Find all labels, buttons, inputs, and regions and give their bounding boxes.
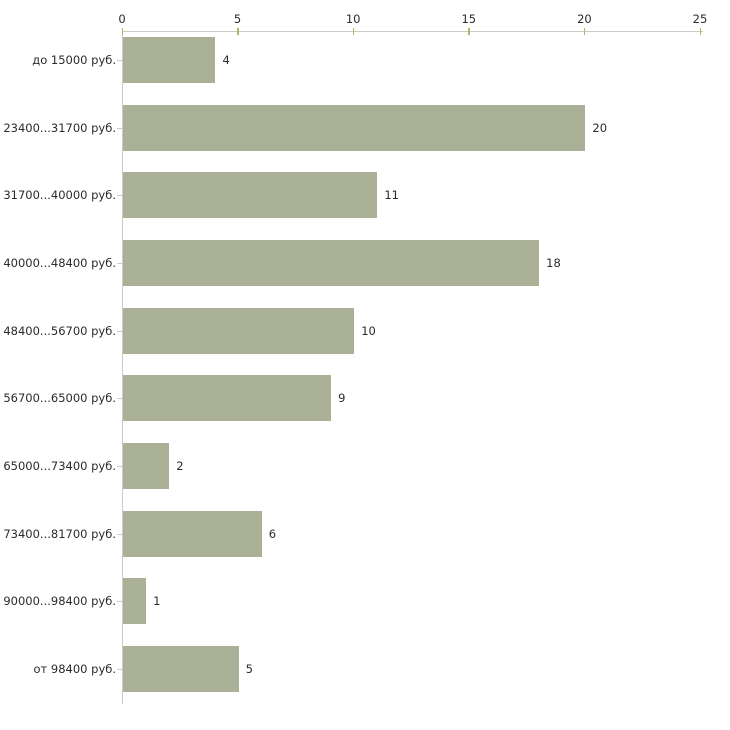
category-tick-mark xyxy=(117,398,122,400)
bar-value-label: 1 xyxy=(153,594,161,609)
bar xyxy=(123,442,170,489)
x-tick-label: 10 xyxy=(345,12,361,26)
bar-value-label: 4 xyxy=(222,53,230,67)
category-tick-mark xyxy=(117,262,122,264)
x-tick-mark xyxy=(237,28,239,35)
bar xyxy=(123,104,586,151)
category-label: 23400...31700 руб. xyxy=(3,120,116,135)
bar xyxy=(123,37,216,83)
x-axis-line xyxy=(122,31,703,32)
x-tick-mark xyxy=(699,28,701,35)
bar-value-label: 6 xyxy=(268,526,277,541)
category-tick-mark xyxy=(117,60,122,61)
bar-value-label: 2 xyxy=(176,458,184,473)
category-tick-mark xyxy=(117,533,122,535)
category-tick-mark xyxy=(117,330,122,332)
category-label: 48400...56700 руб. xyxy=(3,323,116,338)
bar xyxy=(123,239,540,286)
x-tick-mark xyxy=(583,28,586,35)
bar-value-label: 10 xyxy=(361,323,376,338)
bar-value-label: 9 xyxy=(338,391,346,406)
bar-value-label: 20 xyxy=(592,120,608,135)
bar xyxy=(123,645,239,692)
bar xyxy=(123,375,332,422)
category-label: 40000...48400 руб. xyxy=(3,255,116,270)
x-tick-mark xyxy=(121,28,123,35)
category-label: 90000...98400 руб. xyxy=(3,594,116,609)
category-label: до 15000 руб. xyxy=(32,53,116,67)
x-tick-mark xyxy=(468,28,470,35)
category-label: 56700...65000 руб. xyxy=(3,391,116,406)
x-tick-label: 5 xyxy=(233,12,242,26)
category-tick-mark xyxy=(117,601,122,603)
x-tick-mark xyxy=(352,28,355,35)
bar-value-label: 5 xyxy=(245,661,253,676)
x-tick-label: 25 xyxy=(692,12,708,26)
category-label: 31700...40000 руб. xyxy=(3,188,116,203)
bar xyxy=(123,172,378,219)
x-tick-label: 0 xyxy=(118,12,126,26)
bar xyxy=(123,578,147,625)
category-label: от 98400 руб. xyxy=(33,661,116,676)
category-tick-mark xyxy=(117,668,122,670)
bar-value-label: 11 xyxy=(384,188,399,203)
category-label: 73400...81700 руб. xyxy=(3,526,116,541)
bar xyxy=(123,307,355,354)
bar xyxy=(123,510,262,557)
category-tick-mark xyxy=(117,465,122,467)
x-tick-label: 20 xyxy=(577,12,592,26)
category-tick-mark xyxy=(117,195,122,197)
category-label: 65000...73400 руб. xyxy=(3,458,116,473)
y-axis-line xyxy=(122,31,123,704)
x-tick-label: 15 xyxy=(461,12,477,26)
bar-value-label: 18 xyxy=(546,255,561,270)
category-tick-mark xyxy=(117,127,122,129)
